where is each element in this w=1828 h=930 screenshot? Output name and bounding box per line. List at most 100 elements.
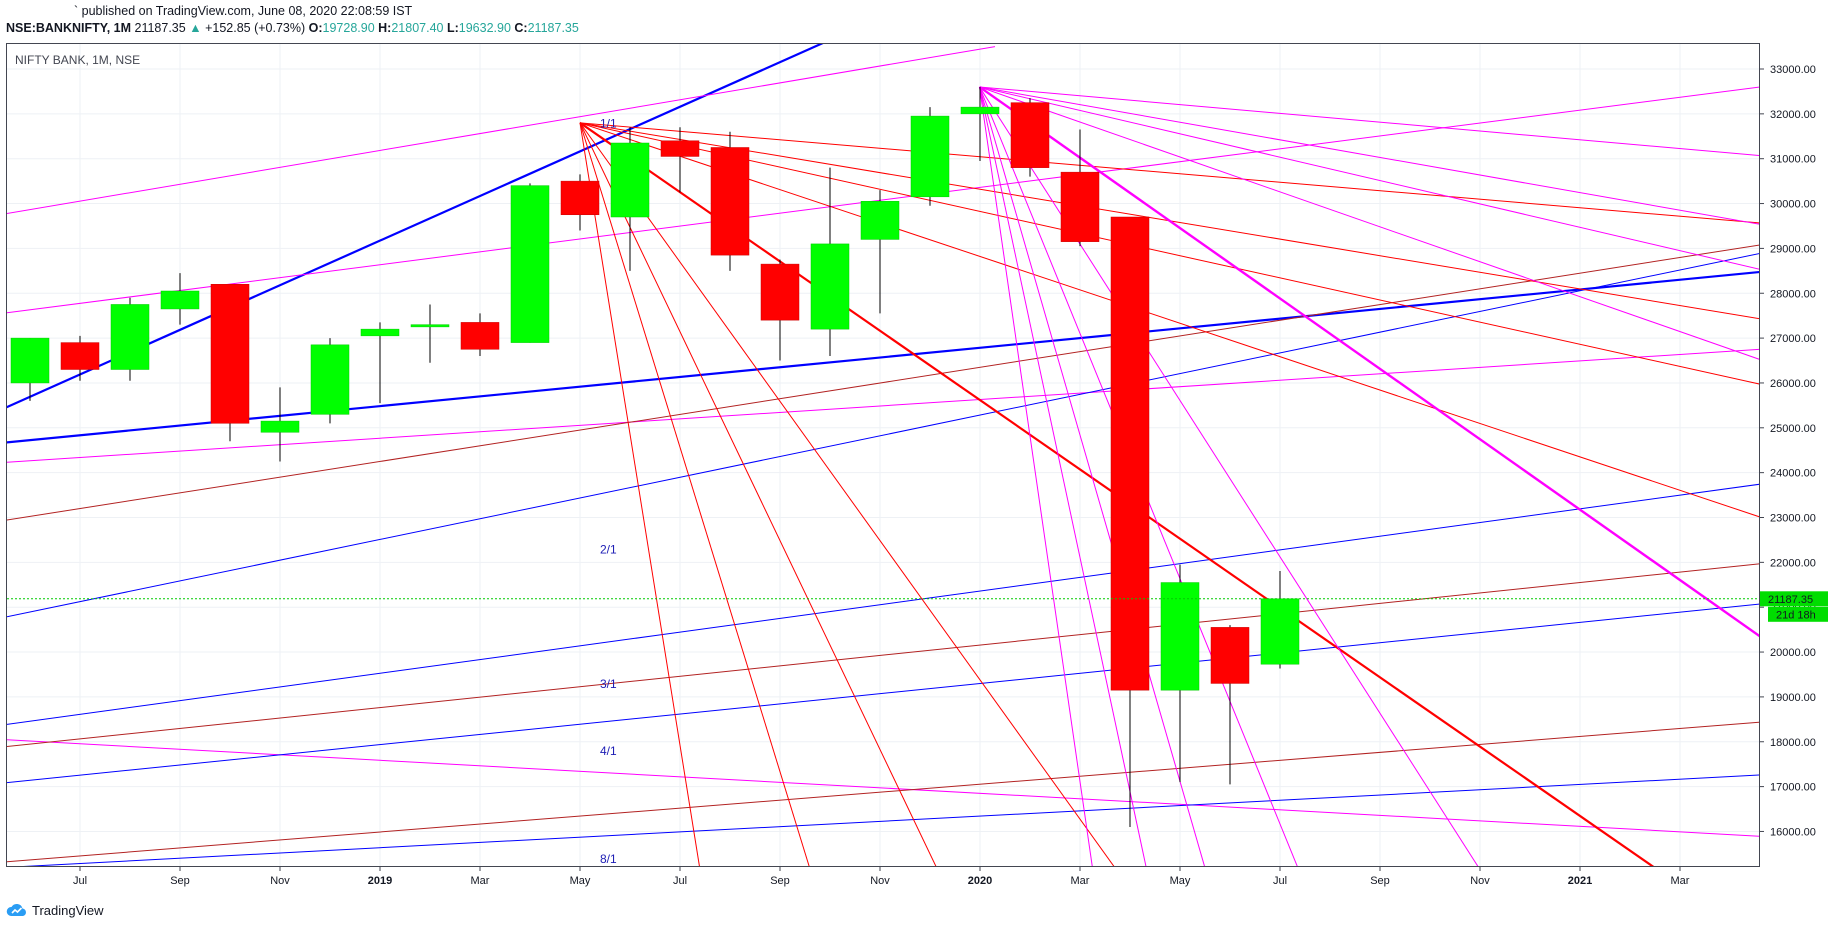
candle-body: [1110, 216, 1150, 691]
brand-name: TradingView: [32, 902, 104, 918]
trend-lines: [7, 44, 1759, 866]
cloud-icon: [6, 904, 26, 916]
countdown-tag-text: 21d 18h: [1776, 609, 1816, 621]
x-tick-label: Sep: [170, 875, 190, 887]
last-price: 21187.35: [134, 21, 186, 35]
x-tick-label: Nov: [870, 875, 890, 887]
candle-body: [710, 147, 750, 256]
candle-body: [110, 304, 150, 370]
y-tick-label: 33000.00: [1770, 64, 1816, 76]
trend-line: [579, 122, 700, 866]
y-tick-label: 22000.00: [1770, 557, 1816, 569]
candle-body: [910, 115, 950, 198]
trend-line: [7, 86, 1759, 314]
y-tick-label: 28000.00: [1770, 288, 1816, 300]
low-value: 19632.90: [458, 21, 511, 35]
trend-line: [7, 348, 1759, 463]
change-arrow-icon: ▲: [189, 21, 202, 35]
fan-label: 2/1: [600, 542, 617, 556]
trend-line: [979, 86, 1759, 270]
candle-body: [260, 420, 300, 433]
trend-line: [979, 86, 1093, 866]
y-tick-label: 17000.00: [1770, 782, 1816, 794]
candle-body: [360, 328, 400, 337]
trend-line: [7, 253, 1759, 618]
trend-line: [7, 603, 1759, 784]
x-tick-label: Sep: [770, 875, 790, 887]
trend-line: [7, 244, 1759, 521]
x-tick-label: 2020: [968, 875, 992, 887]
y-tick-label: 19000.00: [1770, 692, 1816, 704]
candle-body: [760, 263, 800, 321]
y-tick-label: 25000.00: [1770, 423, 1816, 435]
x-tick-label: 2019: [368, 875, 392, 887]
trend-line: [979, 86, 1147, 866]
candle-body: [210, 284, 250, 424]
open-value: 19728.90: [322, 21, 375, 35]
close-label: C:: [514, 21, 528, 35]
trend-line: [579, 122, 1759, 385]
candle-body: [410, 324, 450, 328]
last-price-tag: 21187.35 21d 18h: [1760, 591, 1828, 622]
fan-label: 1/1: [600, 116, 617, 130]
trend-line: [979, 86, 1759, 157]
open-label: O:: [308, 21, 323, 35]
x-tick-label: Jul: [73, 875, 87, 887]
candle-body: [460, 322, 500, 350]
candle-body: [160, 290, 200, 310]
trend-line: [579, 122, 1759, 224]
trend-line: [579, 122, 1759, 518]
candle-body: [810, 243, 850, 330]
trend-line: [7, 739, 1759, 837]
x-tick-label: Nov: [1470, 875, 1490, 887]
low-label: L:: [446, 21, 459, 35]
x-tick-label: Mar: [1071, 875, 1090, 887]
grid: [7, 44, 1759, 866]
y-tick-label: 16000.00: [1770, 826, 1816, 838]
chart[interactable]: 1/1 2/1 3/1 4/1 8/1 NIFTY BANK, 1M, NSE 3300…: [0, 0, 1828, 900]
trend-line: [7, 270, 1759, 444]
candle-body: [560, 180, 600, 216]
trend-line: [979, 86, 1759, 360]
y-tick-label: 24000.00: [1770, 468, 1816, 480]
candle-body: [1010, 102, 1050, 168]
y-tick-label: 18000.00: [1770, 737, 1816, 749]
price-change: +152.85 (+0.73%): [205, 21, 306, 35]
candle-body: [10, 337, 50, 384]
x-tick-label: 2021: [1568, 875, 1592, 887]
x-tick-label: Nov: [270, 875, 290, 887]
candle-body: [660, 140, 700, 157]
candles: [10, 86, 1300, 827]
fan-label: 8/1: [600, 852, 617, 866]
x-tick-label: Jul: [673, 875, 687, 887]
tradingview-logo[interactable]: TradingView: [6, 902, 104, 918]
trend-line: [978, 85, 1759, 638]
y-tick-label: 23000.00: [1770, 513, 1816, 525]
candle-body: [610, 142, 650, 218]
x-tick-label: Mar: [1671, 875, 1690, 887]
y-tick-label: 29000.00: [1770, 243, 1816, 255]
trend-line: [579, 122, 1759, 320]
candle-body: [860, 201, 900, 240]
trend-line: [979, 86, 1205, 866]
candle-body: [60, 342, 100, 370]
candle-body: [1160, 582, 1200, 691]
x-tick-label: May: [1170, 875, 1191, 887]
x-tick-label: Sep: [1370, 875, 1390, 887]
high-label: H:: [378, 21, 392, 35]
trend-line: [579, 122, 810, 866]
price-axis[interactable]: 33000.00 32000.00 31000.00 30000.00 29000.00…: [1759, 64, 1816, 838]
trend-line: [579, 122, 937, 866]
close-value: 21187.35: [527, 21, 579, 35]
fan-labels: 1/1 2/1 3/1 4/1 8/1: [600, 116, 617, 866]
last-price-tag-text: 21187.35: [1768, 594, 1813, 606]
time-axis[interactable]: Jul Sep Nov 2019 Mar May Jul Sep Nov 2020 Mar May Ju…: [73, 866, 1690, 887]
fan-label: 3/1: [600, 677, 617, 691]
trend-line: [579, 122, 1115, 866]
x-tick-label: Mar: [471, 875, 490, 887]
y-tick-label: 27000.00: [1770, 333, 1816, 345]
trend-line: [979, 86, 1759, 225]
symbol-info-row: NSE:BANKNIFTY, 1M 21187.35 ▲ +152.85 (+0…: [6, 21, 579, 35]
symbol-name: NSE:BANKNIFTY, 1M: [6, 21, 132, 35]
trend-line: [7, 46, 996, 214]
